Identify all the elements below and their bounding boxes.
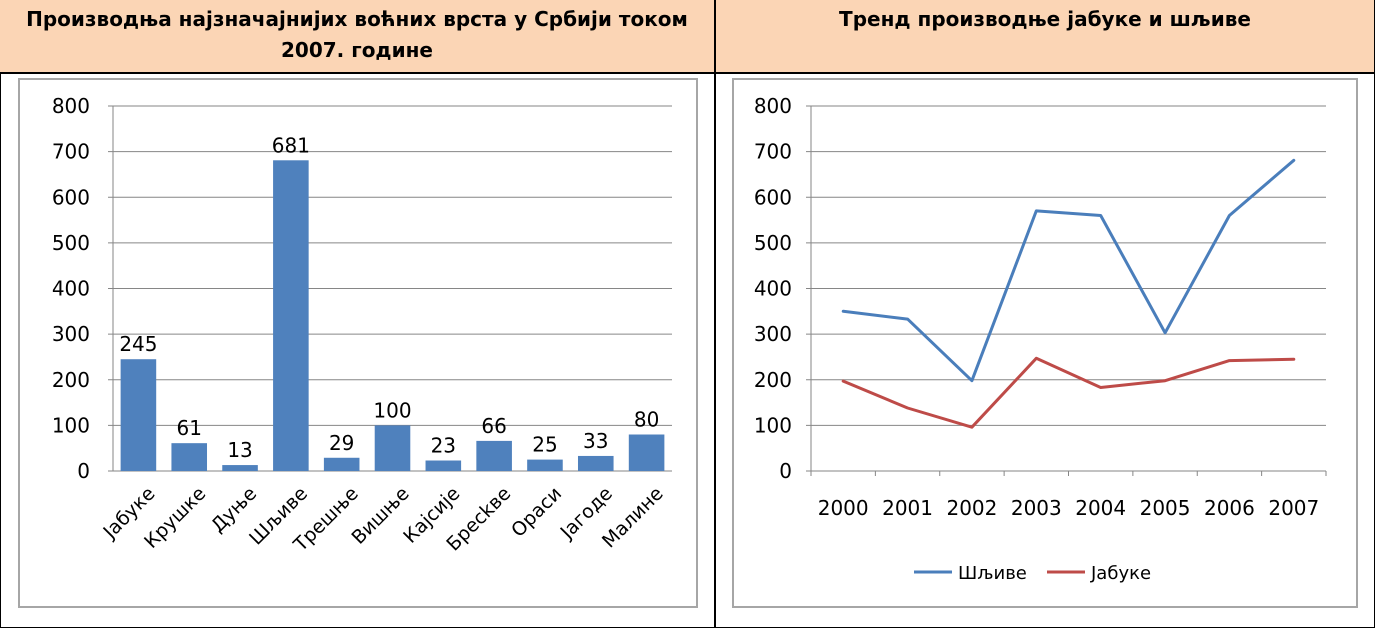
bar	[374, 425, 411, 471]
y-tick-label: 300	[52, 322, 90, 346]
bar-chart: 0100200300400500600700800245Јабуке61Круш…	[52, 94, 672, 556]
bar-data-label: 61	[177, 416, 202, 440]
bar	[222, 465, 258, 471]
y-tick-label: 0	[779, 459, 792, 483]
bar	[323, 457, 360, 471]
x-tick-label: 2001	[882, 496, 933, 520]
legend-label: Јабуке	[1090, 563, 1151, 584]
x-tick-label: 2004	[1075, 496, 1126, 520]
line-chart: 0 100 200 300 400 500 600 700 800 2000 2001 2002 200…	[754, 94, 1327, 584]
left-chart-title: Производња најзначајнијих воћних врста у…	[26, 7, 688, 62]
series-line	[841, 356, 1296, 429]
line-chart-panel: 0 100 200 300 400 500 600 700 800 2000 2001 2002 200…	[732, 78, 1358, 608]
bar-data-label: 66	[481, 414, 506, 438]
y-tick-label: 700	[754, 140, 792, 164]
x-category-label: Вишње	[348, 483, 414, 549]
left-chart-header: Производња најзначајнијих воћних врста у…	[0, 0, 714, 74]
bar	[273, 160, 309, 471]
legend-label: Шљиве	[958, 563, 1027, 584]
bar-data-label: 29	[329, 431, 354, 455]
bar	[577, 455, 614, 471]
bar	[120, 359, 157, 471]
y-tick-label: 800	[52, 94, 90, 118]
bar-data-label: 13	[227, 438, 252, 462]
right-chart-title: Тренд производње јабуке и шљиве	[839, 7, 1251, 31]
y-tick-label: 600	[754, 185, 792, 209]
x-tick-label: 2007	[1268, 496, 1319, 520]
bar	[527, 459, 563, 471]
y-tick-label: 100	[52, 413, 90, 437]
y-tick-label: 600	[52, 185, 90, 209]
y-tick-label: 400	[52, 277, 90, 301]
bar	[171, 443, 208, 471]
series-line	[841, 158, 1296, 383]
x-tick-label: 2003	[1011, 496, 1062, 520]
bar-data-label: 23	[431, 434, 456, 458]
y-tick-label: 200	[52, 368, 90, 392]
x-tick-label: 2006	[1204, 496, 1255, 520]
right-chart-header: Тренд производње јабуке и шљиве	[716, 0, 1374, 74]
y-tick-label: 500	[754, 231, 792, 255]
x-category-label: Ораси	[507, 483, 566, 542]
y-tick-label: 300	[754, 322, 792, 346]
y-tick-label: 800	[754, 94, 792, 118]
bar-chart-panel: 0 100 200 300 400 500 600 700 800 245 Јабуке 61 Круш…	[18, 78, 698, 608]
bar-data-label: 80	[634, 408, 659, 432]
x-tick-label: 2005	[1140, 496, 1191, 520]
bar-data-label: 681	[272, 133, 310, 157]
bar-data-label: 100	[373, 398, 411, 422]
y-tick-label: 700	[52, 140, 90, 164]
bar	[425, 460, 462, 471]
y-tick-label: 400	[754, 277, 792, 301]
y-tick-label: 100	[754, 413, 792, 437]
bar-data-label: 33	[583, 429, 608, 453]
y-tick-label: 200	[754, 368, 792, 392]
column-divider	[714, 0, 716, 628]
bar-data-label: 25	[532, 433, 557, 457]
bar	[476, 440, 512, 471]
y-tick-label: 500	[52, 231, 90, 255]
x-tick-label: 2000	[818, 496, 869, 520]
bar-data-label: 245	[119, 332, 157, 356]
x-tick-label: 2002	[946, 496, 997, 520]
y-tick-label: 0	[77, 459, 90, 483]
bar	[628, 434, 665, 471]
